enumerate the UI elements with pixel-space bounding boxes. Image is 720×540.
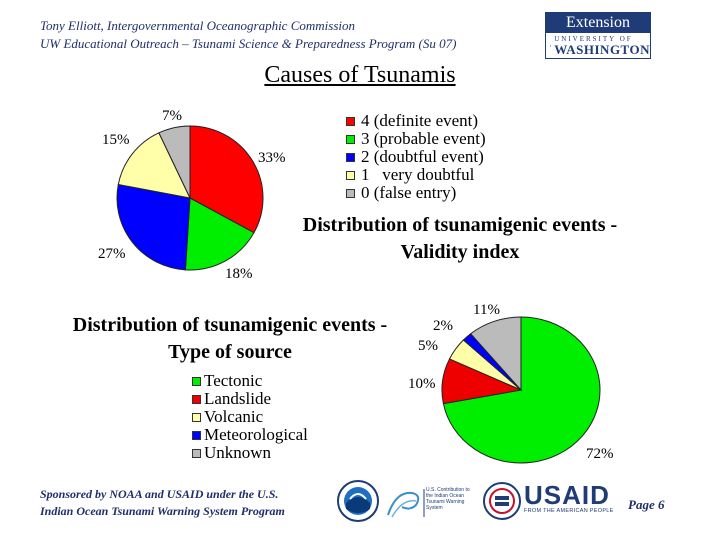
legend-item-definite: 4 (definite event) <box>346 112 486 130</box>
source-slice-label-2: 2% <box>433 318 453 334</box>
legend-swatch <box>346 134 355 144</box>
logo-university-text: UNIVERSITY OF <box>554 34 633 43</box>
logo-extension-text: Extension <box>546 13 650 33</box>
page-title: Causes of Tsunamis <box>264 62 456 88</box>
legend-item-false: 0 (false entry) <box>346 184 486 202</box>
legend-swatch <box>346 170 355 180</box>
validity-slice-7pct <box>158 125 191 199</box>
header-line-1: Tony Elliott, Intergovernmental Oceanogr… <box>40 18 355 33</box>
legend-swatch <box>346 116 355 126</box>
validity-slice-33pct <box>189 125 264 234</box>
footer-line-2: Indian Ocean Tsunami Warning System Prog… <box>40 504 285 518</box>
validity-slice-18pct <box>184 197 255 271</box>
legend-swatch <box>192 448 201 458</box>
legend-item-doubtful: 2 (doubtful event) <box>346 148 486 166</box>
source-heading: Distribution of tsunamigenic events - Ty… <box>72 314 388 363</box>
validity-slice-27pct <box>116 183 191 271</box>
validity-slice-label-7: 7% <box>162 108 182 124</box>
legend-swatch <box>192 412 201 422</box>
legend-swatch <box>192 394 201 404</box>
legend-swatch <box>192 430 201 440</box>
validity-slice-label-33: 33% <box>258 150 286 166</box>
source-legend: Tectonic Landslide Volcanic Meteorologic… <box>192 372 308 462</box>
source-slice-label-11: 11% <box>473 302 500 318</box>
header-line-2: UW Educational Outreach – Tsunami Scienc… <box>40 36 457 51</box>
ioc-logo-text: U.S. Contribution to the Indian Ocean Ts… <box>426 487 470 511</box>
source-slice-label-72: 72% <box>586 446 614 462</box>
legend-item-very-doubtful: 1 very doubtful <box>346 166 486 184</box>
validity-heading: Distribution of tsunamigenic events - Va… <box>302 214 618 263</box>
validity-slice-15pct <box>117 132 191 199</box>
legend-swatch <box>346 152 355 162</box>
uw-extension-logo: Extension UNIVERSITY OF WASHINGTON <box>545 12 651 59</box>
validity-slice-label-27: 27% <box>98 246 126 262</box>
usaid-logo: USAID FROM THE AMERICAN PEOPLE <box>524 482 614 518</box>
page-number: Page 6 <box>628 497 665 512</box>
legend-item-volcanic: Volcanic <box>192 408 308 426</box>
usaid-wordmark: USAID <box>524 480 610 510</box>
source-pie-chart <box>441 316 601 464</box>
logo-washington-text: WASHINGTON <box>554 41 650 57</box>
source-slice-label-10: 10% <box>408 376 436 392</box>
usaid-seal-logo <box>483 482 521 520</box>
legend-item-landslide: Landslide <box>192 390 308 408</box>
validity-pie-chart <box>116 125 264 271</box>
legend-item-meteorological: Meteorological <box>192 426 308 444</box>
noaa-logo <box>337 480 379 522</box>
legend-swatch <box>192 376 201 386</box>
legend-item-probable: 3 (probable event) <box>346 130 486 148</box>
validity-legend: 4 (definite event) 3 (probable event) 2 … <box>346 112 486 202</box>
validity-slice-label-15: 15% <box>102 132 130 148</box>
validity-slice-label-18: 18% <box>225 266 253 282</box>
legend-swatch <box>346 188 355 198</box>
uw-emblem-icon <box>550 44 552 47</box>
legend-item-tectonic: Tectonic <box>192 372 308 390</box>
footer-line-1: Sponsored by NOAA and USAID under the U.… <box>40 487 279 501</box>
ioc-tsunami-logo: U.S. Contribution to the Indian Ocean Ts… <box>387 487 470 518</box>
source-slice-label-5: 5% <box>418 338 438 354</box>
legend-item-unknown: Unknown <box>192 444 308 462</box>
usaid-tagline: FROM THE AMERICAN PEOPLE <box>524 508 614 514</box>
source-slice-11pct <box>469 316 522 392</box>
